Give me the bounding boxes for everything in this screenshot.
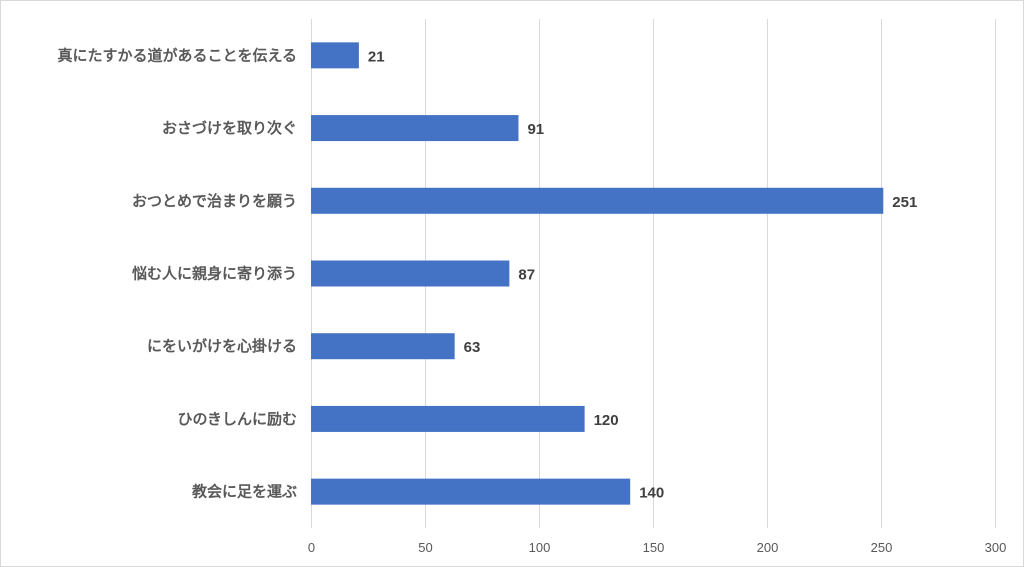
x-tick-label: 150 xyxy=(643,540,665,555)
x-tick-label: 250 xyxy=(871,540,893,555)
data-label: 87 xyxy=(518,267,535,284)
category-label: 悩む人に親身に寄り添う xyxy=(131,265,297,283)
bar xyxy=(311,478,631,505)
category-labels: 真にたすかる道があることを伝えるおさづけを取り次ぐおつとめで治まりを願う悩む人に… xyxy=(57,46,297,500)
bar xyxy=(311,42,359,69)
x-tick-label: 300 xyxy=(985,540,1007,555)
data-label: 21 xyxy=(368,48,385,65)
data-label: 251 xyxy=(892,194,917,211)
category-label: 教会に足を運ぶ xyxy=(191,483,297,501)
x-tick-label: 100 xyxy=(529,540,551,555)
bars xyxy=(311,42,884,505)
x-tick-label: 50 xyxy=(418,540,432,555)
data-label: 91 xyxy=(527,121,544,138)
data-labels: 21 91 251 87 63 120 140 xyxy=(368,48,917,501)
bar xyxy=(311,333,455,360)
bar xyxy=(311,115,519,142)
data-label: 63 xyxy=(464,339,481,356)
gridlines xyxy=(311,19,996,528)
category-label: おつとめで治まりを願う xyxy=(132,192,297,210)
category-label: おさづけを取り次ぐ xyxy=(162,119,297,137)
category-label: 真にたすかる道があることを伝える xyxy=(57,46,297,64)
bar xyxy=(311,260,510,287)
bar xyxy=(311,187,884,214)
x-tick-label: 200 xyxy=(757,540,779,555)
data-label: 120 xyxy=(594,412,619,429)
data-label: 140 xyxy=(639,485,664,502)
x-tick-label: 0 xyxy=(308,540,315,555)
category-label: にをいがけを心掛ける xyxy=(147,337,297,355)
category-label: ひのきしんに励む xyxy=(177,410,297,428)
bar xyxy=(311,405,585,432)
x-axis-tick-labels: 0 50 100 150 200 250 300 xyxy=(308,540,1006,555)
